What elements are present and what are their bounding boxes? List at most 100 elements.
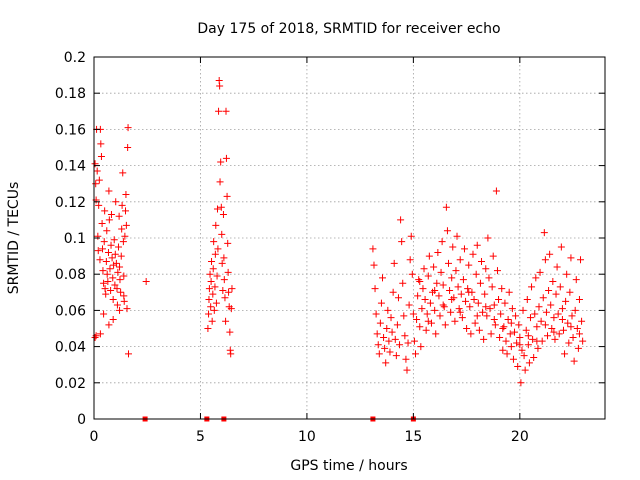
data-point <box>451 317 459 325</box>
data-point <box>114 243 122 251</box>
data-point <box>574 344 582 352</box>
data-point <box>532 274 540 282</box>
data-point <box>402 355 410 363</box>
data-point <box>421 296 429 304</box>
data-point <box>109 315 117 323</box>
data-point <box>431 306 439 314</box>
data-point <box>227 305 235 313</box>
data-point <box>374 341 382 349</box>
data-point <box>566 288 574 296</box>
data-point <box>209 290 217 298</box>
data-point <box>418 305 426 313</box>
data-point <box>430 263 438 271</box>
data-point <box>387 314 395 322</box>
data-point <box>546 250 554 258</box>
data-point <box>544 332 552 340</box>
data-point <box>508 305 516 313</box>
data-point <box>483 312 491 320</box>
data-point <box>481 290 489 298</box>
data-point <box>415 276 423 284</box>
data-point <box>518 346 526 354</box>
data-point <box>571 306 579 314</box>
data-point <box>102 290 110 298</box>
x-axis-label: GPS time / hours <box>290 458 407 474</box>
data-point <box>432 330 440 338</box>
data-point <box>485 274 493 282</box>
data-point <box>120 272 128 280</box>
data-point <box>369 245 377 253</box>
data-point <box>565 339 573 347</box>
axis-ticks: 0 5 10 15 20 0 0.02 0.04 0.06 0.08 0.1 0.12 0.14 0.16… <box>55 50 605 445</box>
data-point <box>520 352 528 360</box>
data-point <box>512 312 520 320</box>
data-point <box>568 312 576 320</box>
data-point <box>459 276 467 284</box>
data-point <box>211 283 219 291</box>
data-point <box>212 221 220 229</box>
data-point <box>465 288 473 296</box>
data-point <box>94 247 102 255</box>
data-point <box>474 299 482 307</box>
data-point <box>507 319 515 327</box>
data-point <box>398 238 406 246</box>
data-point <box>209 265 217 273</box>
data-point <box>557 243 565 251</box>
data-point <box>498 285 506 293</box>
data-point <box>515 321 523 329</box>
data-point <box>218 259 226 267</box>
data-point <box>92 180 100 188</box>
data-point <box>205 310 213 318</box>
data-point <box>219 210 227 218</box>
data-point <box>107 286 115 294</box>
data-point <box>222 107 230 115</box>
data-point <box>458 314 466 322</box>
data-point <box>224 239 232 247</box>
data-point <box>222 154 230 162</box>
data-point <box>435 292 443 300</box>
data-point <box>407 232 415 240</box>
data-point <box>107 210 115 218</box>
data-point <box>456 256 464 264</box>
data-point <box>119 169 127 177</box>
data-point <box>390 259 398 267</box>
data-point <box>115 212 123 220</box>
data-point <box>503 350 511 358</box>
data-point <box>455 305 463 313</box>
data-point <box>371 285 379 293</box>
data-point <box>466 303 474 311</box>
data-point <box>460 245 468 253</box>
data-point <box>419 285 427 293</box>
data-point <box>569 334 577 342</box>
data-point <box>399 279 407 287</box>
data-point <box>208 258 216 266</box>
data-point <box>116 306 124 314</box>
data-point <box>124 144 132 151</box>
data-point <box>535 303 543 311</box>
data-point <box>445 259 453 267</box>
data-point <box>491 321 499 329</box>
data-point <box>108 254 116 262</box>
data-point <box>222 317 230 325</box>
data-point <box>213 272 221 280</box>
data-point <box>219 286 227 294</box>
y-tick-label: 0.14 <box>55 159 86 175</box>
data-point <box>490 301 498 309</box>
data-point <box>104 277 112 285</box>
data-point <box>471 319 479 327</box>
data-point <box>210 238 218 246</box>
data-point <box>505 288 513 296</box>
data-point <box>558 315 566 323</box>
data-point <box>524 341 532 349</box>
data-point <box>223 192 231 200</box>
data-point <box>420 265 428 273</box>
data-point <box>105 321 113 329</box>
data-point <box>406 256 414 264</box>
data-point <box>424 272 432 280</box>
data-point <box>385 337 393 345</box>
data-point <box>392 352 400 360</box>
data-point <box>549 277 557 285</box>
data-point <box>490 315 498 323</box>
data-point <box>124 350 132 358</box>
data-point <box>480 335 488 343</box>
